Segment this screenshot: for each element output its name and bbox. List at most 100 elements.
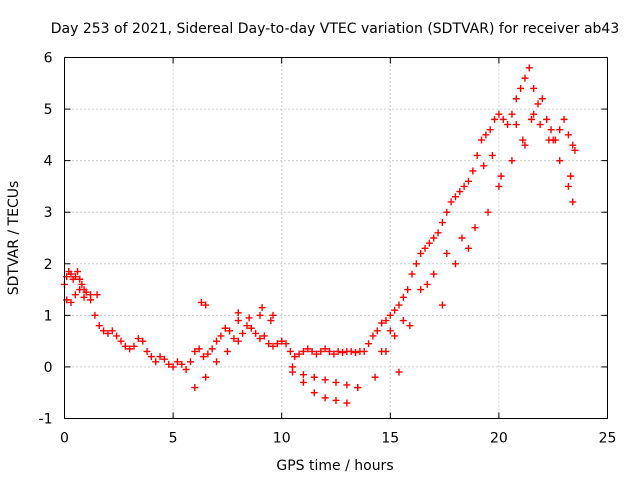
data-point: [291, 353, 299, 361]
data-point: [451, 260, 459, 268]
x-tick-label: 15: [381, 431, 399, 447]
data-point: [191, 347, 199, 355]
data-point: [560, 115, 568, 123]
data-point: [530, 84, 538, 92]
data-point: [330, 350, 338, 358]
data-point: [267, 317, 275, 325]
data-point: [321, 345, 329, 353]
x-tick-label: 10: [273, 431, 291, 447]
data-point: [186, 358, 194, 366]
data-point: [286, 347, 294, 355]
data-point: [104, 329, 112, 337]
data-point: [360, 347, 368, 355]
data-point: [504, 121, 512, 129]
data-point: [395, 301, 403, 309]
data-point: [423, 280, 431, 288]
y-tick-label: 1: [44, 308, 53, 324]
y-tick-label: 2: [44, 257, 53, 273]
data-point: [486, 126, 494, 134]
data-point: [371, 373, 379, 381]
data-point: [195, 345, 203, 353]
data-point: [408, 270, 416, 278]
data-point: [471, 224, 479, 232]
data-point: [245, 314, 253, 322]
x-tick-label: 25: [599, 431, 617, 447]
data-point: [406, 322, 414, 330]
data-point: [95, 322, 103, 330]
data-point: [525, 64, 533, 72]
data-point: [365, 340, 373, 348]
data-point: [382, 317, 390, 325]
data-point: [295, 350, 303, 358]
data-point: [343, 381, 351, 389]
y-axis-label: SDTVAR / TECUs: [6, 181, 22, 296]
data-point: [571, 146, 579, 154]
data-point: [425, 239, 433, 247]
data-point: [152, 358, 160, 366]
axis-ticks: 0 5 10 15 20 25 -1 0 1 2 3 4 5 6: [39, 51, 617, 447]
y-tick-label: 0: [44, 360, 53, 376]
data-point: [404, 286, 412, 294]
data-point: [312, 350, 320, 358]
data-point: [252, 329, 260, 337]
data-point: [438, 219, 446, 227]
data-point: [549, 136, 557, 144]
data-point: [191, 384, 199, 392]
data-point: [202, 373, 210, 381]
data-point: [386, 311, 394, 319]
data-point: [556, 126, 564, 134]
data-point: [512, 95, 520, 103]
data-point: [460, 182, 468, 190]
data-point: [204, 350, 212, 358]
data-point: [76, 286, 84, 294]
data-point: [247, 324, 255, 332]
data-point: [347, 347, 355, 355]
data-point: [308, 347, 316, 355]
data-point: [234, 309, 242, 317]
data-point: [456, 188, 464, 196]
data-point: [178, 360, 186, 368]
data-point: [130, 342, 138, 350]
data-point: [495, 182, 503, 190]
data-point: [378, 319, 386, 327]
data-point: [173, 358, 181, 366]
y-tick-label: -1: [39, 412, 53, 428]
x-tick-label: 20: [490, 431, 508, 447]
data-point: [93, 291, 101, 299]
data-point: [564, 182, 572, 190]
chart-title: Day 253 of 2021, Sidereal Day-to-day VTE…: [51, 21, 620, 37]
data-point: [317, 347, 325, 355]
data-point: [299, 371, 307, 379]
data-point: [488, 151, 496, 159]
data-point: [332, 378, 340, 386]
data-point: [517, 84, 525, 92]
data-point: [117, 337, 125, 345]
x-axis-label: GPS time / hours: [276, 458, 393, 474]
data-point: [430, 234, 438, 242]
data-point: [473, 151, 481, 159]
data-point: [289, 363, 297, 371]
data-point: [71, 291, 79, 299]
data-point: [230, 335, 238, 343]
data-point: [521, 74, 529, 82]
data-point: [421, 244, 429, 252]
data-point: [234, 317, 242, 325]
data-point: [339, 348, 347, 356]
data-point: [369, 332, 377, 340]
data-point: [226, 327, 234, 335]
data-point: [334, 347, 342, 355]
data-point: [139, 337, 147, 345]
data-point: [438, 301, 446, 309]
data-point: [543, 115, 551, 123]
data-point: [458, 234, 466, 242]
data-point: [108, 327, 116, 335]
data-point: [497, 172, 505, 180]
data-point: [67, 298, 75, 306]
data-point: [126, 345, 134, 353]
data-point: [495, 110, 503, 118]
data-point: [234, 337, 242, 345]
data-point: [443, 208, 451, 216]
data-point: [412, 260, 420, 268]
data-point: [299, 378, 307, 386]
data-point: [430, 270, 438, 278]
